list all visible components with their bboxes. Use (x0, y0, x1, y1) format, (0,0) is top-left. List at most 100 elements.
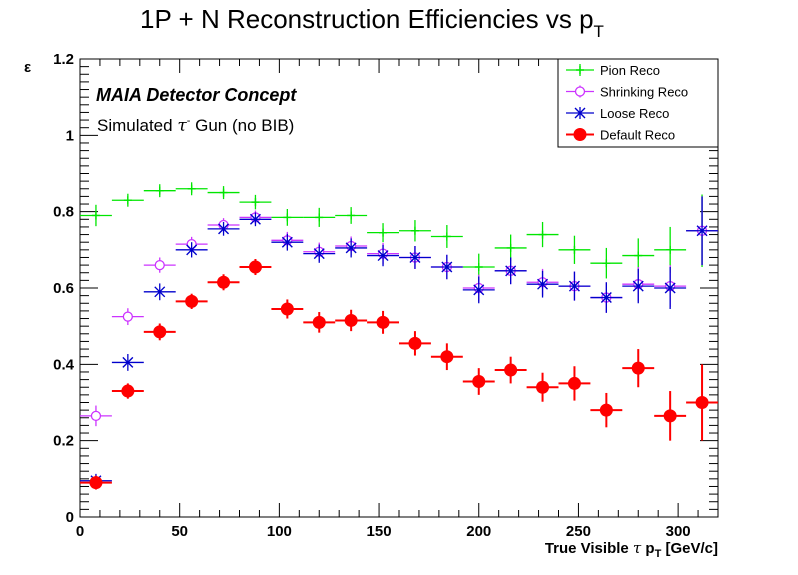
point-marker (345, 242, 357, 254)
point-marker (570, 245, 579, 254)
data-point (143, 184, 176, 198)
point-marker (347, 211, 356, 220)
data-point (367, 310, 399, 334)
data-point (207, 221, 240, 236)
chart-title: 1P + N Reconstruction Efficiencies vs pT (140, 4, 604, 41)
point-marker (568, 280, 580, 292)
point-marker (600, 292, 612, 304)
data-point (430, 254, 463, 280)
data-point (399, 246, 431, 269)
data-point (207, 186, 240, 200)
point-marker (410, 226, 419, 235)
legend-marker (574, 107, 586, 119)
point-marker (441, 261, 453, 273)
point-marker (379, 228, 388, 237)
data-point (111, 193, 144, 207)
point-marker (218, 223, 230, 235)
data-point (239, 258, 272, 276)
data-point (143, 257, 176, 273)
y-tick-label: 0.2 (53, 433, 74, 450)
point-marker (632, 280, 644, 292)
data-point (335, 309, 368, 332)
data-point (399, 331, 431, 356)
series-loose-reco (80, 196, 718, 488)
series-default-reco (80, 258, 718, 490)
point-marker (631, 361, 645, 375)
point-marker (123, 196, 132, 205)
data-point (494, 234, 527, 262)
data-point (303, 312, 336, 333)
data-series (80, 182, 718, 490)
legend-item: Shrinking Reco (566, 85, 688, 100)
x-tick-label: 0 (76, 523, 84, 540)
data-point (654, 391, 687, 441)
axis-ticks (79, 58, 719, 518)
point-marker (89, 476, 103, 490)
point-marker (122, 311, 133, 322)
point-marker (634, 251, 643, 260)
point-marker (187, 184, 196, 193)
y-tick-labels: 0 0.2 0.4 0.6 0.8 1 1.2 (53, 51, 75, 526)
data-point (367, 244, 399, 267)
point-marker (313, 248, 325, 260)
data-point (80, 204, 112, 227)
point-marker (248, 260, 262, 274)
point-marker (283, 213, 292, 222)
point-marker (474, 263, 483, 272)
data-point (558, 366, 591, 401)
data-point (399, 220, 431, 242)
data-point (239, 194, 272, 210)
legend-label: Default Reco (600, 128, 675, 143)
point-marker (696, 225, 708, 237)
point-marker (695, 396, 709, 409)
data-point (494, 356, 527, 384)
x-axis-label: True Visible τ pT [GeV/c] (545, 539, 718, 560)
point-marker (442, 232, 451, 241)
data-point (271, 208, 304, 226)
data-point (526, 270, 559, 298)
data-point (335, 207, 368, 224)
point-marker (154, 259, 165, 271)
legend-marker (576, 66, 584, 74)
sample-annotation: Simulated τ- Gun (no BIB) (97, 115, 294, 136)
point-marker (666, 245, 675, 254)
point-marker (155, 186, 164, 195)
detector-annotation: MAIA Detector Concept (96, 85, 297, 105)
point-marker (536, 380, 550, 394)
y-tick-label: 0.6 (53, 280, 74, 297)
point-marker (251, 198, 260, 207)
data-point (367, 223, 399, 243)
data-point (271, 233, 304, 251)
data-point (462, 368, 495, 395)
data-point (558, 235, 591, 264)
point-marker (122, 356, 134, 368)
data-point (622, 268, 655, 304)
data-point (590, 392, 623, 428)
data-point (271, 299, 304, 319)
point-marker (538, 230, 547, 239)
point-marker (249, 213, 261, 225)
data-point (526, 372, 559, 402)
data-point (143, 283, 176, 301)
data-point (494, 257, 527, 285)
point-marker (663, 409, 677, 423)
point-marker (315, 213, 324, 222)
point-marker (473, 284, 485, 296)
data-point (207, 274, 240, 291)
series-pion-reco (80, 182, 718, 281)
y-tick-label: 0 (66, 509, 74, 526)
x-tick-label: 150 (367, 523, 392, 540)
point-marker (312, 315, 326, 329)
point-marker (602, 259, 611, 268)
data-point (111, 308, 144, 326)
point-marker (505, 265, 517, 277)
data-point (462, 276, 495, 304)
data-point (430, 225, 463, 248)
x-tick-label: 100 (267, 523, 292, 540)
point-marker (121, 384, 135, 398)
point-marker (599, 403, 613, 417)
point-marker (280, 302, 294, 316)
data-point (303, 244, 336, 263)
point-marker (376, 315, 390, 329)
